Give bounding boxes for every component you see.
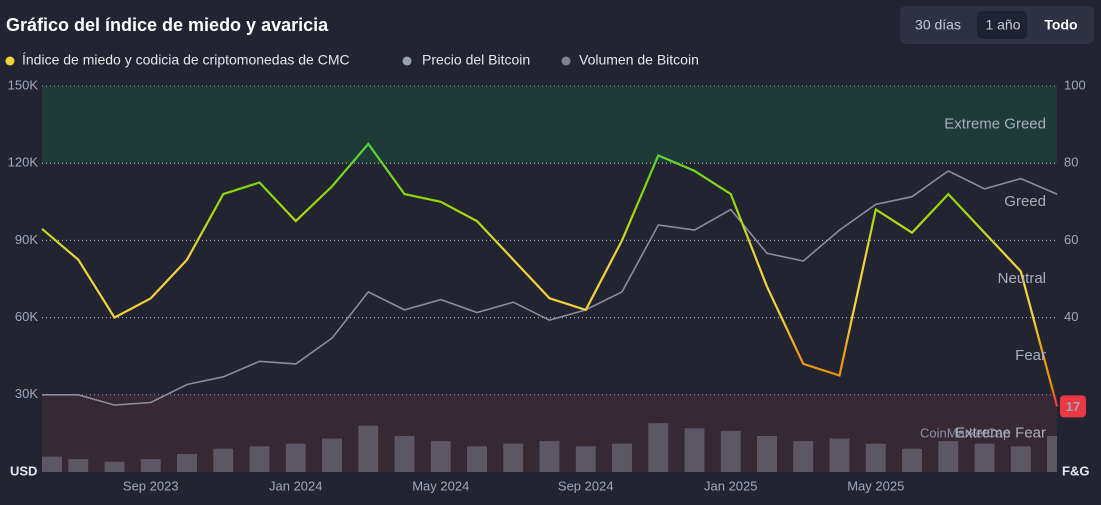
legend-marker: [402, 56, 412, 66]
volume-bar: [285, 443, 306, 472]
volume-bar: [648, 423, 669, 472]
volume-bar: [902, 448, 922, 472]
range-button[interactable]: 1 año: [985, 17, 1020, 33]
y-axis-title: USD: [10, 463, 37, 478]
y-tick-label: 30K: [15, 386, 38, 401]
volume-bar: [720, 430, 741, 472]
volume-bar: [213, 448, 234, 472]
x-tick-label: May 2025: [847, 478, 904, 493]
y-tick-label: 120K: [8, 155, 39, 170]
watermark: CoinMarketCap: [920, 425, 1010, 440]
range-button[interactable]: Todo: [1044, 17, 1077, 33]
y2-tick-label: 80: [1064, 155, 1078, 170]
volume-bar: [612, 443, 632, 472]
volume-bar: [539, 441, 560, 472]
zone-label: Neutral: [998, 270, 1046, 287]
volume-bar: [575, 446, 596, 472]
chart-title: Gráfico del índice de miedo y avaricia: [6, 15, 329, 35]
volume-bar: [140, 459, 161, 472]
zone-label: Extreme Greed: [944, 116, 1046, 133]
y-tick-label: 150K: [8, 77, 39, 92]
x-tick-label: May 2024: [412, 478, 469, 493]
legend-marker: [561, 56, 571, 66]
volume-bar: [322, 438, 342, 472]
volume-bar: [358, 425, 379, 472]
y-tick-label: 90K: [15, 232, 38, 247]
legend-label: Volumen de Bitcoin: [579, 52, 699, 68]
volume-bar: [974, 443, 995, 472]
zone-label: Greed: [1004, 193, 1046, 210]
x-tick-label: Jan 2024: [269, 478, 323, 493]
range-button[interactable]: 30 días: [915, 17, 961, 33]
fear-greed-line: [41, 142, 1059, 407]
price-line: [42, 169, 1058, 406]
y2-tick-label: 40: [1064, 309, 1078, 324]
volume-bar: [757, 435, 777, 472]
volume-bar: [938, 441, 959, 472]
y-tick-label: 60K: [15, 309, 38, 324]
volume-bar: [42, 456, 62, 472]
volume-bar: [865, 443, 886, 472]
x-tick-label: Jan 2025: [704, 478, 758, 493]
volume-bar: [249, 446, 270, 472]
y2-tick-label: 60: [1064, 232, 1078, 247]
last-value-badge: [1060, 395, 1086, 418]
volume-bar: [177, 453, 197, 472]
y2-tick-label: 100: [1064, 77, 1086, 92]
x-tick-label: Sep 2023: [123, 478, 179, 493]
legend-marker: [5, 56, 15, 66]
volume-bar: [467, 446, 487, 472]
volume-bar: [503, 443, 524, 472]
last-value-label: 17: [1066, 399, 1080, 414]
zone-band: [42, 86, 1057, 164]
volume-bar: [829, 438, 850, 472]
volume-bar: [68, 459, 89, 472]
volume-bar: [1047, 435, 1057, 472]
zone-label: Fear: [1015, 347, 1046, 364]
volume-bar: [394, 435, 415, 472]
volume-bar: [793, 441, 814, 472]
x-tick-label: Sep 2024: [558, 478, 614, 493]
legend-label: Precio del Bitcoin: [422, 52, 530, 68]
volume-bar: [684, 428, 705, 472]
volume-bar: [104, 461, 125, 472]
zone-label: Extreme Fear: [955, 424, 1046, 441]
volume-bar: [1010, 446, 1031, 472]
legend-label: Índice de miedo y codicia de criptomoned…: [22, 52, 350, 68]
volume-bar: [430, 441, 451, 472]
range-highlight: [977, 11, 1027, 39]
y2-axis-title: F&G: [1062, 463, 1089, 478]
